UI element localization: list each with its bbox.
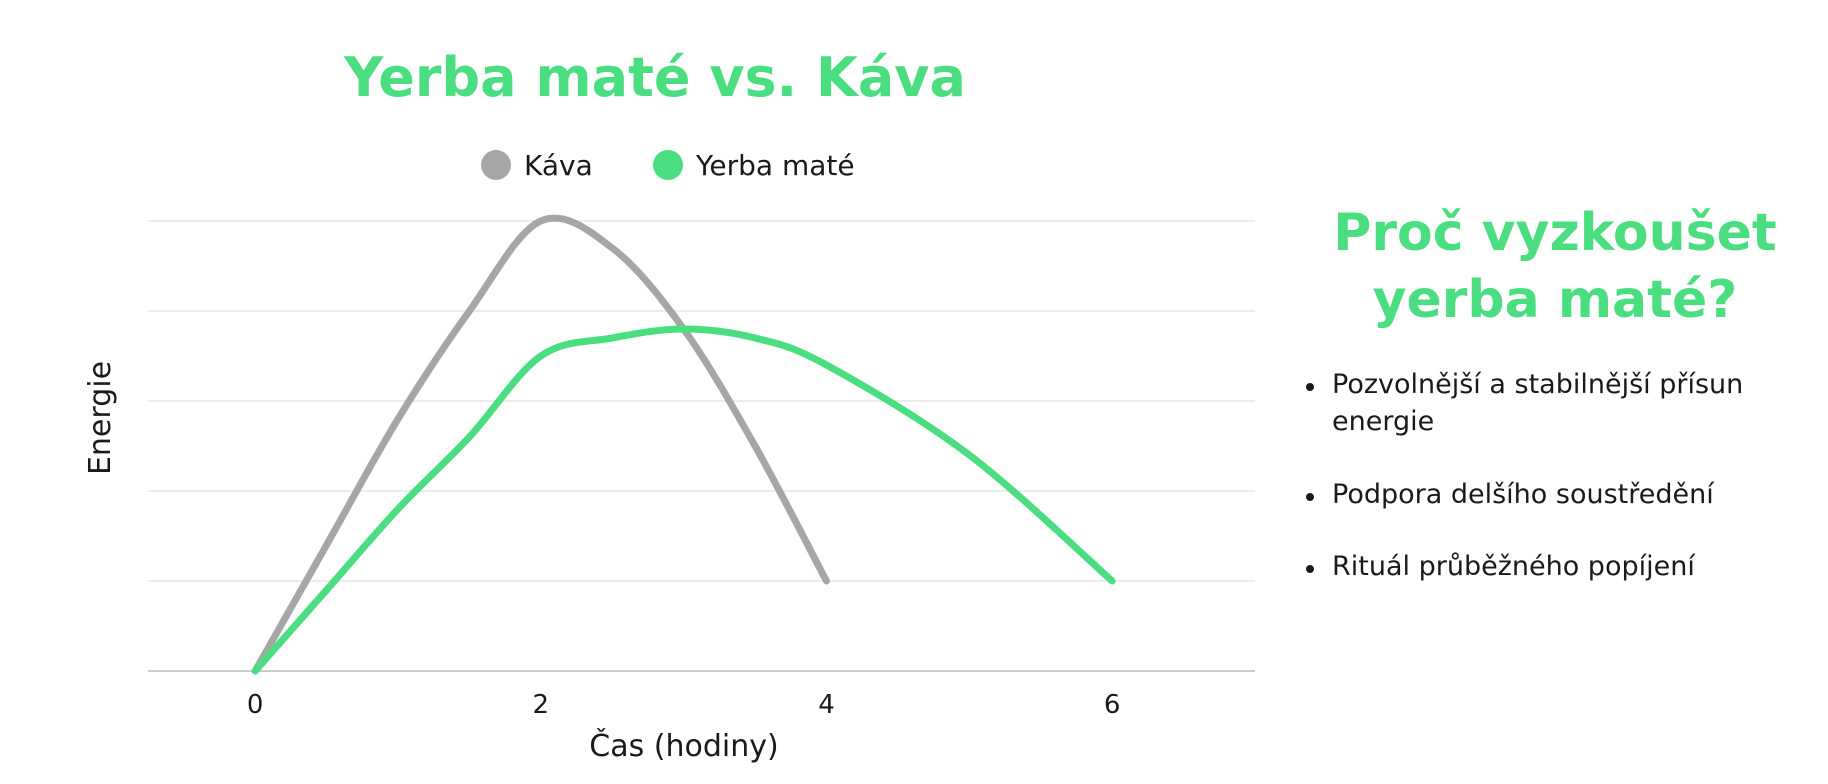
benefits-list: Pozvolnější a stabilnější přísun energie… <box>1300 367 1810 586</box>
x-tick-label: 4 <box>818 690 835 720</box>
benefit-item: Podpora delšího soustředění <box>1300 477 1810 514</box>
series-line-kava <box>251 214 830 675</box>
legend-swatch <box>653 150 683 180</box>
legend-item: Yerba maté <box>653 149 855 182</box>
legend: Káva Yerba maté <box>481 149 855 182</box>
benefit-item: Pozvolnější a stabilnější přísun energie <box>1300 367 1810 440</box>
legend-swatch <box>481 150 511 180</box>
series-layer <box>251 214 1116 675</box>
x-tick-label: 0 <box>247 690 264 720</box>
y-axis-label: Energie <box>83 361 118 475</box>
benefit-item: Rituál průběžného popíjení <box>1300 549 1810 586</box>
x-axis-label: Čas (hodiny) <box>589 727 778 764</box>
legend-item: Káva <box>481 149 593 182</box>
gridlines <box>148 220 1255 582</box>
side-title-line-2: yerba maté? <box>1372 269 1738 330</box>
legend-label: Káva <box>524 149 593 182</box>
x-tick-label: 2 <box>533 690 550 720</box>
series-line-yerba-mate <box>251 325 1116 675</box>
side-panel-title: Proč vyzkoušet yerba maté? <box>1300 200 1810 333</box>
chart-title: Yerba maté vs. Káva <box>343 46 966 109</box>
side-title-line-1: Proč vyzkoušet <box>1333 203 1777 263</box>
x-ticks: 0 2 4 6 <box>247 690 1121 720</box>
x-tick-label: 6 <box>1104 690 1121 720</box>
legend-label: Yerba maté <box>695 149 855 182</box>
side-panel: Proč vyzkoušet yerba maté? Pozvolnější a… <box>1300 200 1810 622</box>
